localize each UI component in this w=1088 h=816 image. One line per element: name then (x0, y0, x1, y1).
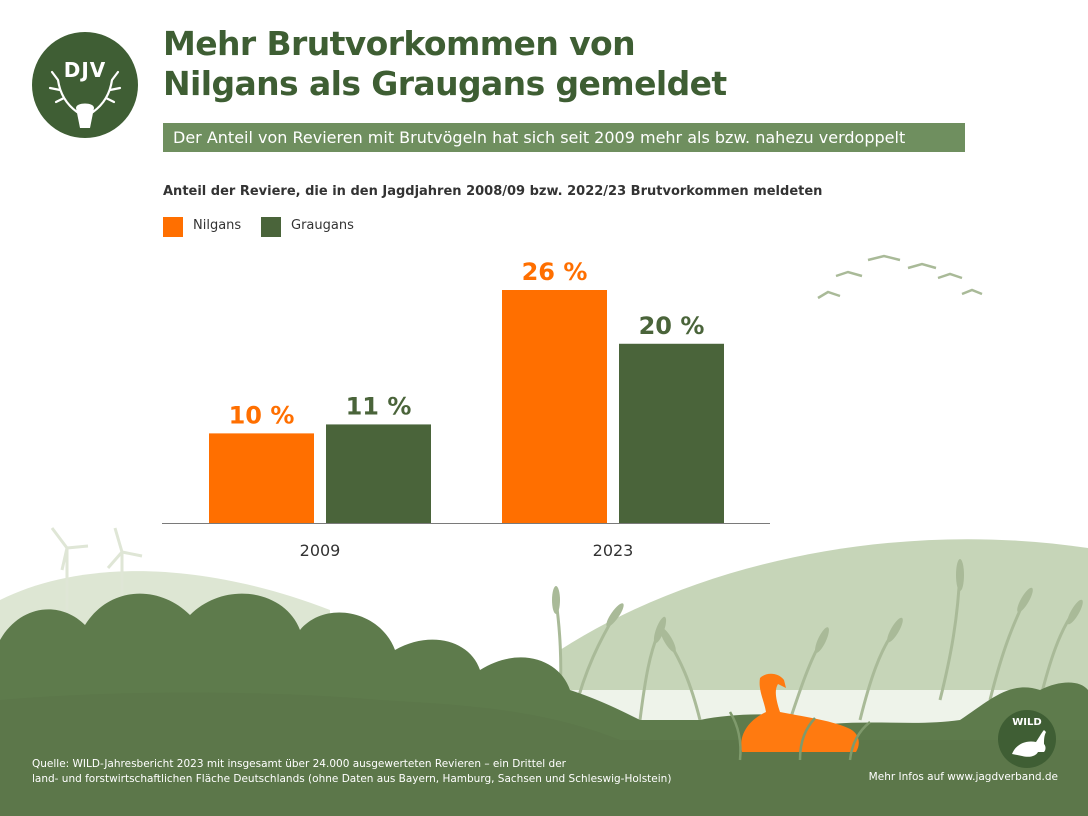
goose-icon (741, 673, 859, 752)
reed-heads (552, 559, 1083, 653)
grass-blades (728, 711, 871, 761)
page-title: Mehr Brutvorkommen von Nilgans als Graug… (163, 24, 727, 104)
legend-swatch-graugans (261, 217, 281, 237)
data-label-nilgans-2009: 10 % (229, 401, 295, 429)
legend-label-graugans: Graugans (291, 218, 354, 233)
more-info-link[interactable]: Mehr Infos auf www.jagdverband.de (868, 771, 1058, 783)
bar-nilgans-2023 (502, 290, 607, 523)
chart-title: Anteil der Reviere, die in den Jagdjahre… (163, 184, 823, 199)
title-line-1: Mehr Brutvorkommen von (163, 24, 636, 63)
flying-birds-icon (817, 254, 983, 300)
title-line-2: Nilgans als Graugans gemeldet (163, 64, 727, 103)
front-bush-dark (0, 692, 1088, 816)
deer-antlers-icon (48, 70, 122, 128)
source-line-2: land- und forstwirtschaftlichen Fläche D… (32, 773, 672, 785)
data-label-graugans-2009: 11 % (346, 392, 412, 420)
source-line-1: Quelle: WILD-Jahresbericht 2023 mit insg… (32, 758, 566, 770)
legend-swatch-nilgans (163, 217, 183, 237)
bar-nilgans-2009 (209, 433, 314, 523)
source-note: Quelle: WILD-Jahresbericht 2023 mit insg… (32, 757, 671, 787)
hare-icon (1012, 730, 1046, 757)
subtitle-banner: Der Anteil von Revieren mit Brutvögeln h… (163, 123, 965, 152)
wild-badge-text: WILD (1012, 717, 1042, 728)
x-tick-label-2009: 2009 (300, 541, 341, 560)
data-label-nilgans-2023: 26 % (522, 258, 588, 286)
djv-logo: DJV (32, 32, 138, 138)
data-label-graugans-2023: 20 % (639, 312, 705, 340)
bar-graugans-2023 (619, 343, 724, 523)
bar-graugans-2009 (326, 424, 431, 523)
wild-badge: WILD (998, 710, 1056, 768)
x-tick-label-2023: 2023 (593, 541, 634, 560)
logo-text: DJV (63, 58, 107, 82)
legend-label-nilgans: Nilgans (193, 218, 242, 233)
